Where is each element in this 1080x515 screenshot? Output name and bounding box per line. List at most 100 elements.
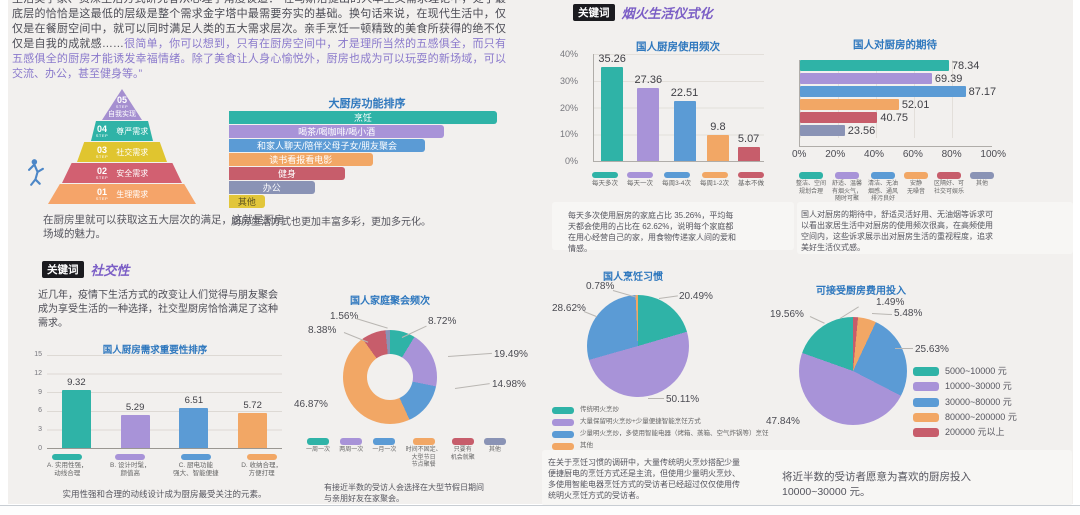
legend-item: 整洁、空间 规划合理 xyxy=(796,172,826,204)
pyramid-level-number: 01 STEP xyxy=(95,186,109,201)
pie-percent-label: 25.63% xyxy=(915,344,949,355)
caption-card xyxy=(797,202,1073,254)
importance-chart-title: 国人厨房需求重要性排序 xyxy=(102,345,208,356)
legend-label: 整洁、空间 规划合理 xyxy=(796,181,827,195)
pyramid-caption: 在厨房里就可以获取这五大层次的满足，这就是厨房场域的魅力。 xyxy=(43,214,285,240)
legend-swatch xyxy=(904,172,928,179)
axis-tick: 20% xyxy=(559,102,578,113)
pie-percent-label: 1.49% xyxy=(876,297,905,308)
bar-value-label: 40.75 xyxy=(880,111,908,124)
legend-item: D. 收纳合理， 方便打理 xyxy=(241,454,282,478)
bar xyxy=(238,412,268,448)
funnel-row-label: 读书看报看电影 xyxy=(269,155,333,165)
pyramid-level-number: 03 STEP xyxy=(96,145,108,159)
axis-tick: 20% xyxy=(825,149,846,160)
budget-pie-chart xyxy=(799,317,907,425)
expectation-x-axis: 0% 20% 40% 60% 80% 100% xyxy=(792,149,1006,160)
caption-card xyxy=(772,450,1072,506)
pie-percent-label: 5.48% xyxy=(894,308,923,319)
cooking-pie-chart xyxy=(587,295,689,397)
expectation-x-axis-line xyxy=(799,146,992,147)
legend-item: 一周一次 xyxy=(306,438,330,470)
bar xyxy=(706,134,729,161)
importance-bar-plot: 9.32 5.29 6.51 5.72 xyxy=(47,355,282,449)
legend-swatch xyxy=(913,412,939,422)
pyramid-step: STEP xyxy=(95,174,109,180)
legend-swatch xyxy=(663,172,690,178)
social-paragraph: 近几年，疫情下生活方式的改变让人们觉得与朋友聚会成为享受生活的一种选择，社交型厨… xyxy=(38,290,278,329)
funnel-row-label: 和家人聊天/陪伴父母子女/朋友聚会 xyxy=(256,141,397,151)
funnel-row-label: 烹饪 xyxy=(353,113,372,123)
bar xyxy=(800,60,949,71)
legend-item: 其他 xyxy=(483,438,506,470)
bar xyxy=(637,87,660,161)
axis-tick: 40% xyxy=(864,149,885,160)
pie-percent-label: 50.11% xyxy=(666,394,700,405)
bar-value-label: 22.51 xyxy=(670,86,699,99)
pie-percent-label: 14.98% xyxy=(492,379,526,390)
leader-line xyxy=(648,398,664,399)
legend-label: 安静 无噪音 xyxy=(906,181,925,195)
kitchen-function-funnel: 烹饪 喝茶/喝咖啡/喝小酒 和家人聊天/陪伴父母子女/朋友聚会 读书看报看电影 健身 办公… xyxy=(229,110,505,208)
pyramid-number: 01 xyxy=(96,186,107,197)
legend-item: 大量保留明火烹炒+少量便捷智能烹饪方式 xyxy=(552,418,769,426)
pyramid-number: 04 xyxy=(96,123,107,134)
bar-value-label: 9.32 xyxy=(67,377,86,389)
legend-swatch xyxy=(483,438,506,445)
bar-column: 9.8 xyxy=(706,54,729,161)
axis-tick: 0% xyxy=(792,149,807,160)
legend-label: 一周一次 xyxy=(306,447,331,453)
bar-value-label: 87.17 xyxy=(968,85,997,98)
legend-item: 200000 元以上 xyxy=(913,427,1017,438)
legend-item: 每天多次 xyxy=(592,172,618,188)
legend-item: 传统明火烹炒 xyxy=(552,406,769,414)
bar xyxy=(601,66,624,161)
legend-swatch xyxy=(871,172,895,179)
bar-value-label: 6.51 xyxy=(184,394,204,406)
bar xyxy=(61,390,91,448)
legend-item: 其他 xyxy=(969,172,994,204)
funnel-title: 大厨房功能排序 xyxy=(328,98,406,110)
donut-hole xyxy=(367,354,413,400)
expectation-chart-title: 国人对厨房的期待 xyxy=(853,39,937,51)
legend-swatch xyxy=(180,454,211,460)
pie-percent-label: 1.56% xyxy=(330,311,359,322)
legend-label: 200000 元以上 xyxy=(945,427,1005,437)
legend-item: 每天一次 xyxy=(627,172,654,188)
leader-line xyxy=(895,348,913,349)
keyword-header-social: 关键词 社交性 xyxy=(42,260,130,279)
legend-swatch xyxy=(913,397,939,407)
legend-item: 少量明火烹炒，多使用智能电器（烤箱、蒸箱、空气炸锅等）烹饪 xyxy=(552,430,769,438)
budget-caption: 将近半数的受访者愿意为喜欢的厨房投入 10000~30000 元。 xyxy=(782,471,971,498)
funnel-row: 烹饪 xyxy=(229,111,497,124)
pyramid-number: 05 xyxy=(116,95,127,105)
hbar-row: 40.75 xyxy=(800,111,990,124)
legend-item: 区隔好、可 社交可娱乐 xyxy=(934,172,964,204)
funnel-row: 和家人聊天/陪伴父母子女/朋友聚会 xyxy=(229,139,425,152)
pyramid-level: 01 STEP 生理需求 xyxy=(48,184,196,204)
legend-item: 其他 xyxy=(552,442,769,450)
bar xyxy=(800,112,878,123)
importance-y-axis: 15 12 9 6 3 0 xyxy=(24,351,42,452)
pie-percent-label: 8.72% xyxy=(428,316,457,327)
usage-legend: 每天多次 每天一次 每周3-4次 每周1-2次 基本不做 xyxy=(592,172,764,188)
pyramid-level: 05 STEP 自我实现 xyxy=(102,89,142,120)
pyramid-level: 04 STEP 尊严需求 xyxy=(91,121,153,141)
importance-legend: A. 实用性强， 动线合理 B. 设计时髦， 颜值高 C. 厨电功能 强大、智能便捷… xyxy=(47,454,282,478)
gathering-donut-chart xyxy=(343,330,437,424)
bar-value-label: 5.07 xyxy=(737,133,760,146)
pyramid-step: STEP xyxy=(95,195,109,201)
legend-swatch xyxy=(52,454,83,460)
legend-label: 其他 xyxy=(580,442,593,450)
bar-column: 5.07 xyxy=(737,54,760,161)
expectation-legend: 整洁、空间 规划合理 舒适、温馨 有烟火气， 随时可聚 清洁、无油 烟感、通风 排污… xyxy=(796,172,994,204)
keyword-title-social: 社交性 xyxy=(90,263,130,278)
legend-label: B. 设计时髦， 颜值高 xyxy=(110,462,151,478)
funnel-row-label: 其他 xyxy=(237,197,256,207)
pie-percent-label: 28.62% xyxy=(552,303,586,314)
funnel-row: 其他 xyxy=(229,195,265,208)
bar-column: 35.26 xyxy=(598,53,626,161)
legend-swatch xyxy=(307,438,329,445)
bar-column: 5.29 xyxy=(120,355,150,448)
